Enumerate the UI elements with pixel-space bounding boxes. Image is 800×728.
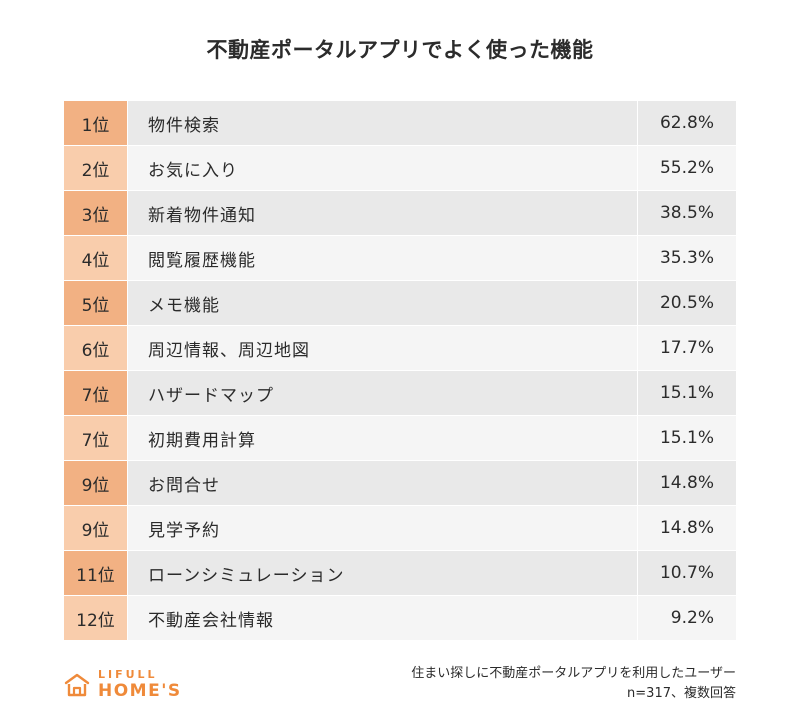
rank-cell: 7位 xyxy=(64,416,128,460)
feature-label: 物件検索 xyxy=(128,101,637,145)
table-row: 11位 ローンシミュレーション 10.7% xyxy=(64,551,736,596)
footnote-sample: n=317、複数回答 xyxy=(627,686,736,701)
table-row: 4位 閲覧履歴機能 35.3% xyxy=(64,236,736,281)
rank-cell: 7位 xyxy=(64,371,128,415)
table-row: 9位 見学予約 14.8% xyxy=(64,506,736,551)
footnote-population: 住まい探しに不動産ポータルアプリを利用したユーザー xyxy=(411,666,736,681)
chart-title: 不動産ポータルアプリでよく使った機能 xyxy=(206,38,594,62)
feature-label: 新着物件通知 xyxy=(128,191,637,235)
percentage-value: 15.1% xyxy=(637,416,736,460)
table-row: 1位 物件検索 62.8% xyxy=(64,101,736,146)
percentage-value: 15.1% xyxy=(637,371,736,415)
percentage-value: 38.5% xyxy=(637,191,736,235)
feature-label: 周辺情報、周辺地図 xyxy=(128,326,637,370)
table-row: 2位 お気に入り 55.2% xyxy=(64,146,736,191)
feature-label: 見学予約 xyxy=(128,506,637,550)
percentage-value: 14.8% xyxy=(637,461,736,505)
percentage-value: 17.7% xyxy=(637,326,736,370)
feature-label: メモ機能 xyxy=(128,281,637,325)
percentage-value: 9.2% xyxy=(637,596,736,640)
percentage-value: 35.3% xyxy=(637,236,736,280)
feature-label: ハザードマップ xyxy=(128,371,637,415)
percentage-value: 10.7% xyxy=(637,551,736,595)
brand-logo: LIFULL HOME'S xyxy=(64,669,182,700)
table-row: 5位 メモ機能 20.5% xyxy=(64,281,736,326)
rank-cell: 2位 xyxy=(64,146,128,190)
footnote: 住まい探しに不動産ポータルアプリを利用したユーザー n=317、複数回答 xyxy=(411,664,736,704)
table-row: 9位 お問合せ 14.8% xyxy=(64,461,736,506)
rank-cell: 1位 xyxy=(64,101,128,145)
house-icon xyxy=(64,673,90,696)
feature-label: ローンシミュレーション xyxy=(128,551,637,595)
feature-label: 初期費用計算 xyxy=(128,416,637,460)
feature-label: お問合せ xyxy=(128,461,637,505)
percentage-value: 55.2% xyxy=(637,146,736,190)
rank-cell: 4位 xyxy=(64,236,128,280)
rank-cell: 6位 xyxy=(64,326,128,370)
table-row: 7位 初期費用計算 15.1% xyxy=(64,416,736,461)
percentage-value: 14.8% xyxy=(637,506,736,550)
rank-cell: 9位 xyxy=(64,506,128,550)
feature-label: 閲覧履歴機能 xyxy=(128,236,637,280)
rank-cell: 12位 xyxy=(64,596,128,640)
percentage-value: 62.8% xyxy=(637,101,736,145)
rank-cell: 3位 xyxy=(64,191,128,235)
percentage-value: 20.5% xyxy=(637,281,736,325)
ranking-table: 1位 物件検索 62.8% 2位 お気に入り 55.2% 3位 新着物件通知 38.5% 4位 閲覧… xyxy=(64,101,736,641)
table-row: 6位 周辺情報、周辺地図 17.7% xyxy=(64,326,736,371)
table-row: 12位 不動産会社情報 9.2% xyxy=(64,596,736,641)
table-row: 7位 ハザードマップ 15.1% xyxy=(64,371,736,416)
rank-cell: 9位 xyxy=(64,461,128,505)
table-row: 3位 新着物件通知 38.5% xyxy=(64,191,736,236)
brand-name-top: LIFULL xyxy=(98,668,158,681)
rank-cell: 5位 xyxy=(64,281,128,325)
brand-name-bottom: HOME'S xyxy=(98,681,182,701)
feature-label: 不動産会社情報 xyxy=(128,596,637,640)
feature-label: お気に入り xyxy=(128,146,637,190)
rank-cell: 11位 xyxy=(64,551,128,595)
